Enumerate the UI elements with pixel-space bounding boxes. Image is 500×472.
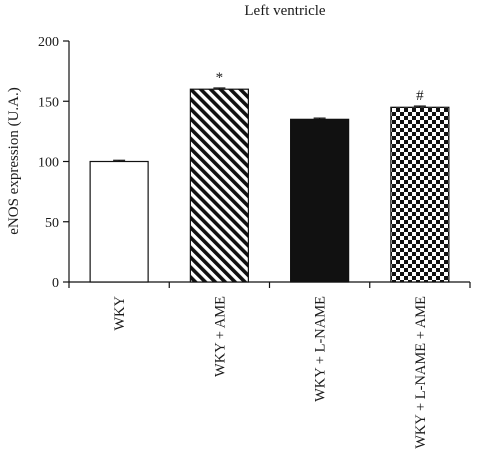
x-category-label: WKY + L-NAME	[313, 296, 329, 402]
bar	[290, 118, 350, 283]
x-category-label: WKY + AME	[212, 296, 228, 377]
y-tick-label: 100	[38, 156, 59, 171]
x-category-label: WKY	[112, 295, 128, 330]
y-tick-label: 50	[45, 216, 59, 231]
chart-title: Left ventricle	[244, 3, 326, 19]
significance-marker: #	[416, 88, 424, 104]
bar	[89, 160, 149, 283]
bar	[189, 88, 249, 283]
plot-area: 0 50 100 150 200 WKY * WKY + AME WKY + L-NAME # WK…	[38, 35, 471, 449]
y-axis-label: eNOS expression (U.A.)	[6, 87, 22, 234]
x-category-label: WKY + L-NAME + AME	[413, 296, 429, 449]
significance-marker: *	[216, 70, 224, 86]
y-tick-label: 150	[38, 95, 59, 110]
y-tick-label: 0	[52, 276, 59, 291]
bar	[390, 106, 450, 283]
y-tick-label: 200	[38, 35, 59, 50]
